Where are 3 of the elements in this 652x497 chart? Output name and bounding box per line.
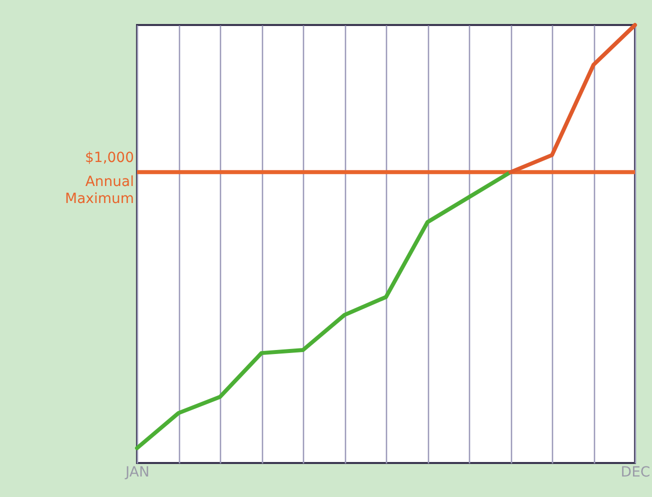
x-tick-label: JAN	[124, 464, 150, 480]
ref-line-label: $1,000 Annual Maximum	[65, 150, 134, 208]
x-tick-label: DEC	[620, 464, 650, 480]
